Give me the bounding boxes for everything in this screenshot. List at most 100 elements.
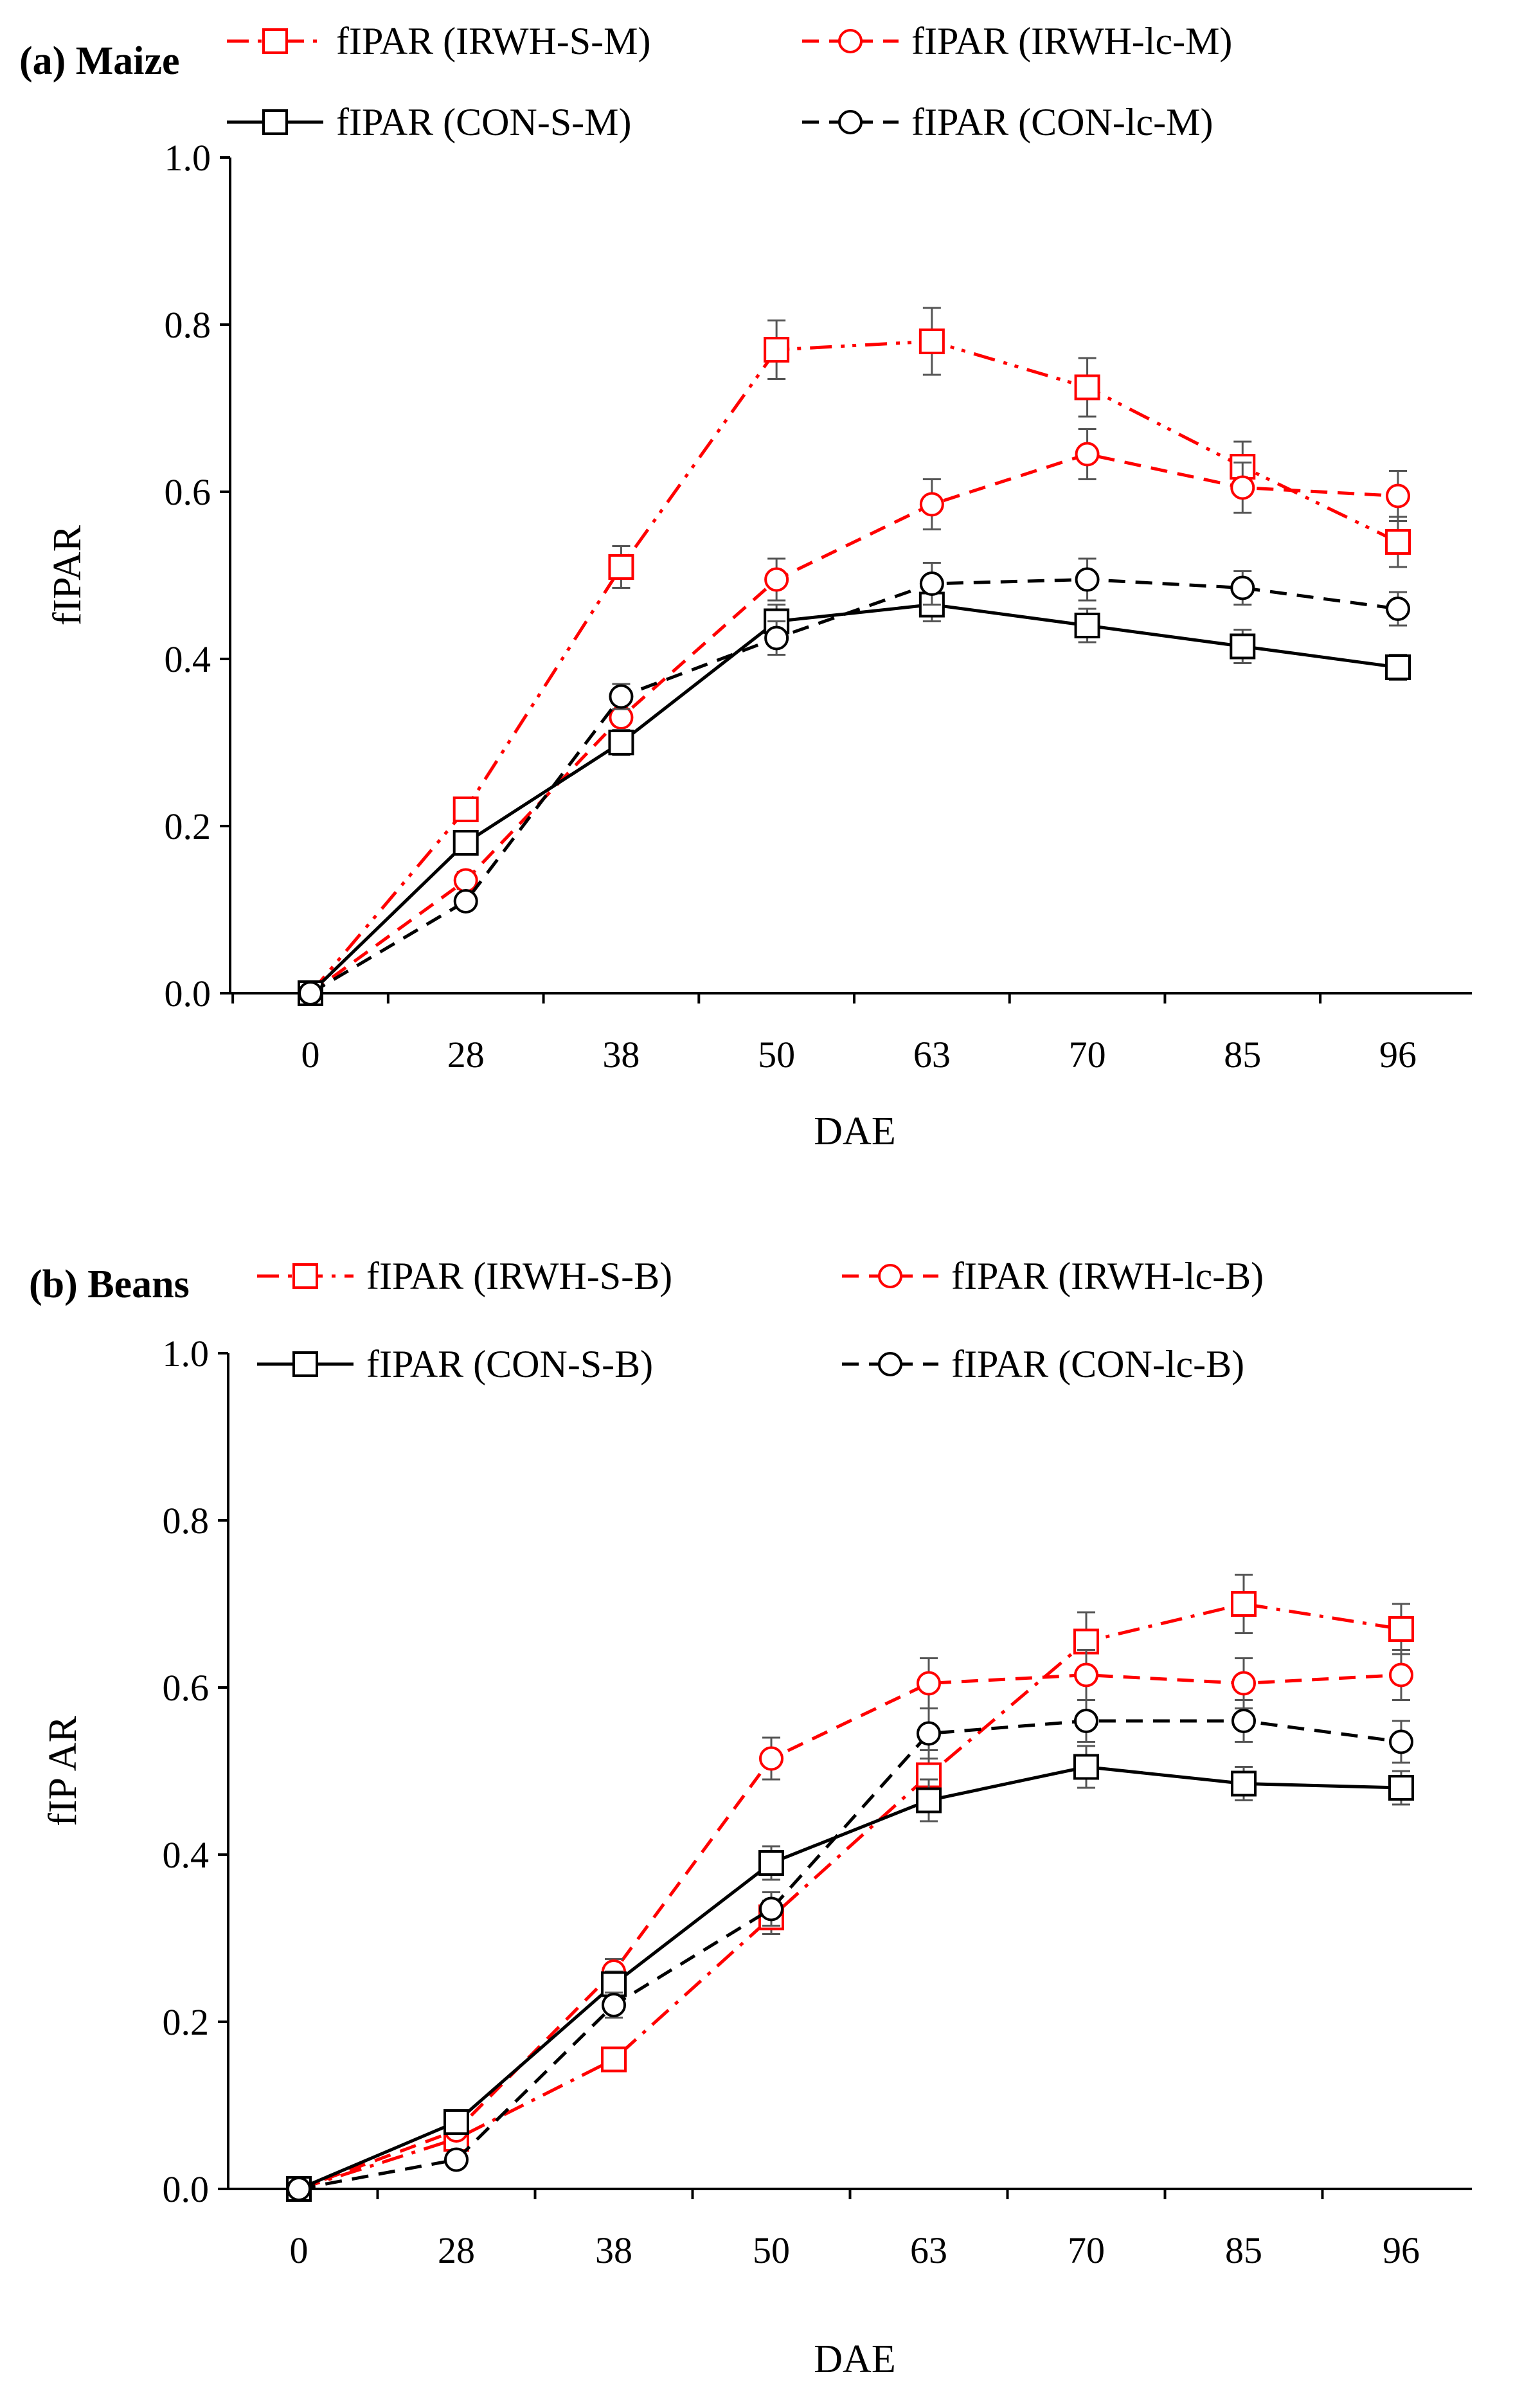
legend-marker — [262, 109, 288, 135]
data-point — [764, 626, 789, 651]
data-point — [916, 1787, 942, 1814]
x-tick-label: 28 — [447, 1034, 485, 1076]
data-point — [1074, 613, 1100, 638]
legend-entry: fIPAR (IRWH-lc-M) — [802, 20, 1232, 62]
data-point — [608, 730, 634, 755]
legend-label: fIPAR (IRWH-lc-M) — [911, 20, 1232, 62]
series-fipar-con-s-m- — [298, 587, 1411, 1006]
data-point — [602, 1993, 626, 2017]
data-point — [1385, 654, 1411, 680]
panel-a-legend: fIPAR (IRWH-S-M) fIPAR (IRWH-lc-M) fIPAR (… — [227, 20, 1232, 143]
y-tick-label: 0.0 — [165, 973, 211, 1014]
x-tick-label: 70 — [1068, 2229, 1105, 2271]
x-tick-label: 0 — [290, 2229, 309, 2271]
series-line — [298, 1602, 1402, 2191]
legend-label: fIPAR (CON-S-M) — [336, 101, 632, 143]
data-point — [1231, 1770, 1257, 1797]
legend-marker — [878, 1264, 902, 1288]
data-point — [1074, 1709, 1098, 1733]
panel-a-x-ticks: 0 28 38 50 63 70 85 96 — [231, 993, 1417, 1076]
legend-entry: fIPAR (CON-lc-B) — [842, 1343, 1244, 1385]
data-point — [764, 337, 790, 363]
data-point — [1075, 567, 1100, 592]
legend-entry: fIPAR (IRWH-S-M) — [227, 20, 650, 62]
legend-label: fIPAR (IRWH-lc-B) — [951, 1255, 1264, 1297]
data-point — [609, 684, 634, 709]
y-tick-label: 0.6 — [163, 1667, 210, 1709]
series-line — [298, 1719, 1402, 2191]
data-point — [453, 889, 478, 914]
data-point — [453, 868, 478, 893]
data-point — [1075, 442, 1100, 467]
panel-a-series — [298, 307, 1411, 1006]
x-tick-label: 63 — [910, 2229, 947, 2271]
y-tick-label: 0.0 — [163, 2168, 210, 2210]
y-tick-label: 1.0 — [163, 1333, 210, 1374]
series-fipar-con-lc-m- — [298, 557, 1410, 1005]
x-tick-label: 63 — [913, 1034, 951, 1076]
series-line — [309, 339, 1399, 995]
y-tick-label: 0.2 — [165, 806, 211, 847]
y-tick-label: 0.4 — [163, 1834, 210, 1876]
panel-b-y-axis-title: fIP AR — [41, 1716, 85, 1826]
panel-a-label: (a) Maize — [19, 39, 180, 83]
x-tick-label: 50 — [753, 2229, 790, 2271]
x-tick-label: 0 — [301, 1034, 320, 1076]
data-point — [1389, 1662, 1413, 1688]
legend-entry: fIPAR (IRWH-S-B) — [257, 1255, 672, 1297]
data-point — [919, 572, 944, 596]
data-point — [758, 1850, 784, 1876]
y-tick-label: 0.8 — [163, 1500, 210, 1542]
legend-marker — [292, 1351, 318, 1377]
panel-a-maize: (a) Maize fIPAR (IRWH-S-M) fIPAR (IRWH-lc… — [19, 20, 1472, 1153]
panel-a-x-axis-title: DAE — [814, 1110, 895, 1153]
data-point — [759, 1746, 783, 1771]
panel-b-beans: (b) Beans fIPAR (IRWH-S-B) fIPAR (IRWH-lc… — [29, 1255, 1472, 2381]
series-fipar-con-lc-b- — [287, 1699, 1413, 2201]
data-point — [919, 492, 944, 517]
x-tick-label: 38 — [602, 1034, 640, 1076]
y-tick-label: 0.8 — [165, 304, 211, 346]
x-tick-label: 50 — [758, 1034, 795, 1076]
legend-entry: fIPAR (CON-S-B) — [257, 1343, 653, 1385]
data-point — [287, 2177, 311, 2201]
data-point — [918, 328, 945, 354]
legend-label: fIPAR (IRWH-S-B) — [366, 1255, 672, 1297]
panel-b-x-ticks: 0 28 38 50 63 70 85 96 — [290, 2189, 1420, 2271]
legend-marker — [838, 29, 863, 53]
data-point — [1386, 597, 1410, 621]
series-fipar-con-s-b- — [286, 1745, 1414, 2202]
data-point — [1230, 475, 1255, 500]
panel-b-y-ticks: 0.0 0.2 0.4 0.6 0.8 1.0 — [163, 1333, 228, 2210]
legend-marker — [292, 1263, 318, 1289]
legend-entry: fIPAR (IRWH-lc-B) — [842, 1255, 1264, 1297]
legend-marker — [838, 110, 863, 134]
legend-entry: fIPAR (CON-S-M) — [227, 101, 632, 143]
series-line — [309, 452, 1399, 995]
data-point — [601, 2046, 627, 2073]
data-point — [1073, 1754, 1099, 1780]
x-tick-label: 70 — [1069, 1034, 1106, 1076]
legend-marker — [262, 28, 288, 54]
data-point — [444, 2147, 469, 2172]
data-point — [764, 567, 789, 592]
y-tick-label: 0.6 — [165, 471, 211, 513]
panel-b-x-axis-title: DAE — [814, 2337, 895, 2381]
data-point — [1231, 1671, 1256, 1696]
data-point — [443, 2109, 469, 2135]
data-point — [1074, 374, 1100, 401]
series-line — [309, 602, 1399, 995]
series-line — [298, 1673, 1402, 2191]
y-tick-label: 0.4 — [165, 638, 211, 680]
panel-b-label: (b) Beans — [29, 1263, 190, 1306]
x-tick-label: 38 — [595, 2229, 632, 2271]
data-point — [1074, 1662, 1098, 1688]
y-tick-label: 1.0 — [165, 137, 211, 179]
series-line — [309, 577, 1399, 995]
legend-label: fIPAR (CON-lc-M) — [911, 101, 1213, 143]
data-point — [608, 554, 634, 580]
data-point — [452, 830, 479, 856]
data-point — [298, 981, 323, 1005]
data-point — [1388, 1616, 1414, 1642]
data-point — [1231, 1709, 1256, 1733]
